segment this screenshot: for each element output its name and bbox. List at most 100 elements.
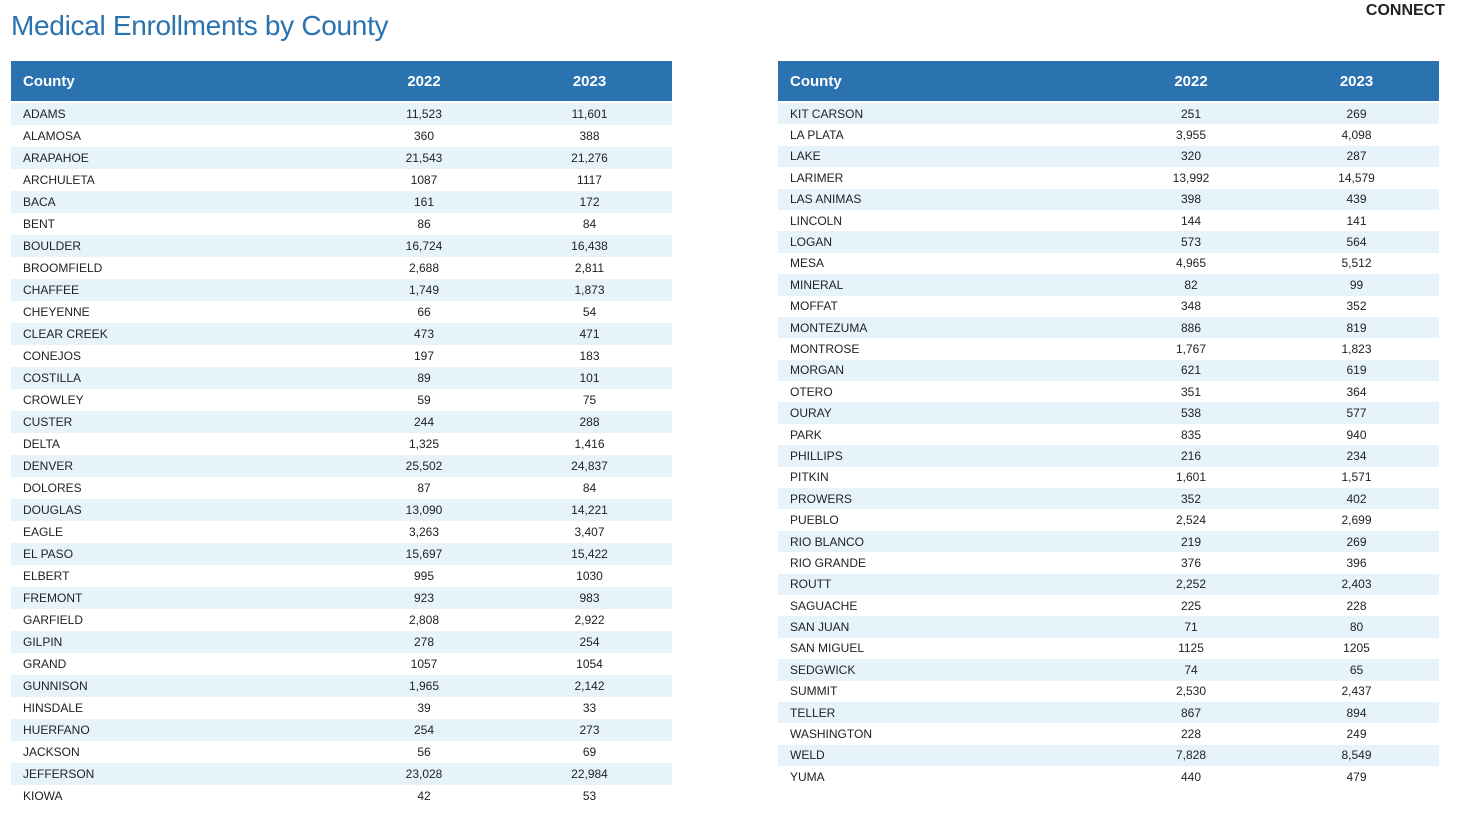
county-cell: CUSTER — [11, 411, 341, 433]
value-cell: 440 — [1180, 769, 1202, 784]
value-cell: 923 — [341, 587, 507, 609]
table-row: GRAND 1057 1054 — [11, 653, 672, 675]
value-cell: 11,523 — [341, 103, 507, 125]
county-cell: CROWLEY — [23, 393, 84, 407]
value-cell: 1030 — [576, 569, 603, 583]
value-cell: 1054 — [576, 657, 603, 671]
value-cell: 197 — [413, 349, 435, 363]
value-cell: 3,955 — [1175, 128, 1207, 143]
value-cell: 33 — [582, 701, 597, 715]
header-row: County 2022 2023 — [778, 61, 1439, 101]
value-cell: 3,407 — [574, 525, 605, 539]
value-cell: 56 — [417, 745, 431, 759]
table-row: SEDGWICK 74 65 — [778, 659, 1439, 681]
table-row: HUERFANO 254 273 — [11, 719, 672, 741]
value-cell: 473 — [341, 323, 507, 345]
county-cell: SAN JUAN — [778, 616, 1108, 638]
table-row: FREMONT 923 983 — [11, 587, 672, 609]
county-cell: PROWERS — [778, 488, 1108, 510]
county-cell: MORGAN — [778, 359, 1108, 382]
table-row: MORGAN 621 619 — [778, 359, 1439, 382]
county-cell: MOFFAT — [790, 299, 838, 314]
column-header: County — [11, 61, 341, 101]
value-cell: 8,549 — [1274, 744, 1439, 767]
value-cell: 87 — [417, 481, 431, 495]
value-cell: 2,811 — [574, 261, 605, 275]
table-row: HINSDALE 39 33 — [11, 697, 672, 719]
value-cell: 398 — [1108, 188, 1274, 210]
county-cell: KIT CARSON — [778, 103, 1108, 125]
value-cell: 75 — [582, 393, 597, 407]
value-cell: 1,823 — [1341, 341, 1372, 356]
column-header: 2023 — [507, 61, 672, 101]
column-header: 2022 — [341, 61, 507, 101]
value-cell: 39 — [417, 701, 431, 715]
table-row: YUMA 440 479 — [778, 766, 1439, 787]
county-cell: WASHINGTON — [790, 727, 873, 742]
value-cell: 1,767 — [1175, 341, 1207, 356]
table-row: CHEYENNE 66 54 — [11, 301, 672, 323]
value-cell: 2,252 — [1108, 573, 1274, 595]
county-cell: DENVER — [11, 455, 341, 477]
value-cell: 99 — [1274, 274, 1439, 296]
value-cell: 835 — [1180, 427, 1202, 442]
value-cell: 15,422 — [507, 543, 672, 565]
table-row: MONTEZUMA 886 819 — [778, 316, 1439, 339]
table-row: SAGUACHE 225 228 — [778, 595, 1439, 616]
county-cell: BROOMFIELD — [23, 261, 103, 275]
table-row: BOULDER 16,724 16,438 — [11, 235, 672, 257]
value-cell: 101 — [507, 367, 672, 389]
county-cell: YUMA — [790, 769, 825, 784]
county-cell: OURAY — [778, 402, 1108, 424]
value-cell: 225 — [1180, 598, 1202, 613]
county-cell: LA PLATA — [790, 128, 844, 143]
table-row: CONEJOS 197 183 — [11, 345, 672, 367]
value-cell: 1,749 — [341, 279, 507, 301]
value-cell: 66 — [417, 305, 431, 319]
county-cell: GARFIELD — [23, 613, 84, 627]
enrollment-table: County 2022 2023 ADAMS 11,523 11,601 ALAMOSA 36… — [11, 61, 672, 807]
table-row: LAKE 320 287 — [778, 145, 1439, 168]
value-cell: 320 — [1108, 145, 1274, 168]
table-row: SAN MIGUEL 1125 1205 — [778, 638, 1439, 659]
logo: CONNECT — [1365, 2, 1445, 19]
table-head: County 2022 2023 — [11, 61, 672, 101]
value-cell: 1117 — [577, 173, 602, 187]
value-cell: 234 — [1274, 445, 1439, 467]
table-row: WASHINGTON 228 249 — [778, 723, 1439, 744]
county-cell: MINERAL — [778, 274, 1108, 296]
value-cell: 348 — [1180, 299, 1202, 314]
value-cell: 2,142 — [507, 675, 672, 697]
value-cell: 228 — [1180, 727, 1202, 742]
county-cell: PHILLIPS — [778, 445, 1108, 467]
table-row: BROOMFIELD 2,688 2,811 — [11, 257, 672, 279]
county-cell: JEFFERSON — [11, 763, 341, 785]
value-cell: 4,965 — [1175, 256, 1207, 271]
county-cell: ROUTT — [778, 573, 1108, 595]
table-row: BACA 161 172 — [11, 191, 672, 213]
value-cell: 352 — [1108, 488, 1274, 510]
table-row: ALAMOSA 360 388 — [11, 125, 672, 147]
value-cell: 219 — [1108, 530, 1274, 553]
value-cell: 69 — [582, 745, 597, 759]
value-cell: 254 — [507, 631, 672, 653]
table-row: LINCOLN 144 141 — [778, 210, 1439, 231]
table-head: County 2022 2023 — [778, 61, 1439, 101]
value-cell: 269 — [1274, 530, 1439, 553]
value-cell: 439 — [1274, 188, 1439, 210]
county-cell: EAGLE — [23, 525, 64, 539]
county-cell: HINSDALE — [23, 701, 84, 715]
column-header: County — [778, 61, 1108, 101]
county-cell: BOULDER — [11, 235, 341, 257]
value-cell: 13,090 — [341, 499, 507, 521]
county-cell: ALAMOSA — [23, 129, 82, 143]
county-cell: CLEAR CREEK — [11, 323, 341, 345]
county-cell: ARAPAHOE — [11, 147, 341, 169]
county-cell: SEDGWICK — [778, 659, 1108, 681]
value-cell: 1,571 — [1341, 470, 1372, 485]
county-cell: CHEYENNE — [23, 305, 90, 319]
table-row: MINERAL 82 99 — [778, 274, 1439, 296]
table-row: DOLORES 87 84 — [11, 477, 672, 499]
table-row: RIO BLANCO 219 269 — [778, 530, 1439, 553]
value-cell: 402 — [1274, 488, 1439, 510]
